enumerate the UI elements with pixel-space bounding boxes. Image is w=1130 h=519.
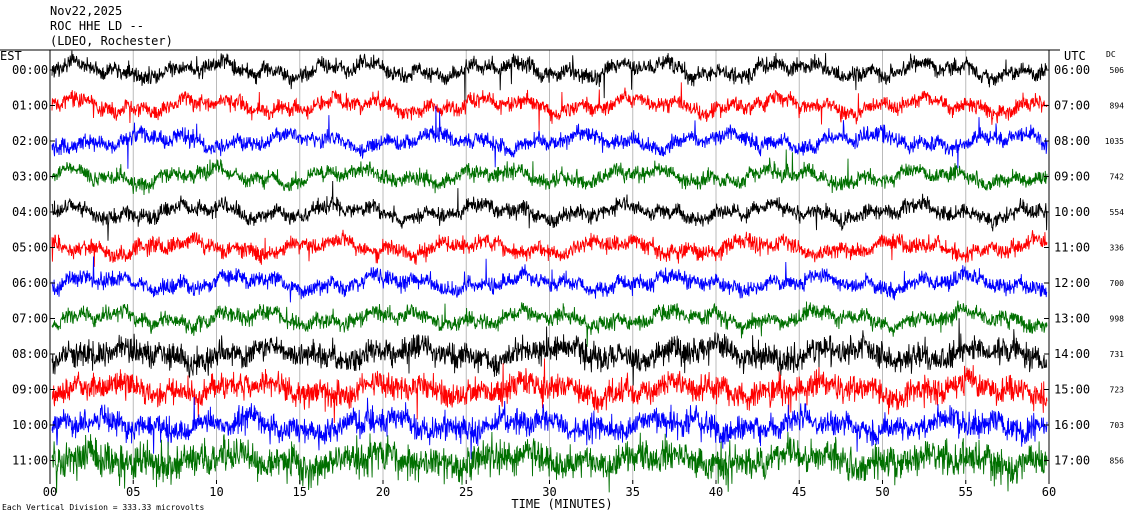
utc-hour-label: 15:00: [1054, 383, 1090, 397]
trace-line-0300: [51, 149, 1048, 196]
x-tick-label: 15: [293, 485, 307, 499]
dc-offset-label: 703: [1110, 421, 1125, 430]
x-tick-label: 30: [542, 485, 556, 499]
dc-offset-label: 731: [1110, 350, 1125, 359]
x-tick-label: 25: [459, 485, 473, 499]
utc-hour-label: 10:00: [1054, 205, 1090, 219]
dc-offset-label: 336: [1110, 244, 1125, 253]
x-tick-label: 45: [792, 485, 806, 499]
x-tick-label: 10: [209, 485, 223, 499]
trace-line-0700: [51, 300, 1048, 347]
dc-offset-label: 742: [1110, 173, 1125, 182]
dc-offset-label: 1035: [1105, 137, 1124, 146]
utc-hour-label: 08:00: [1054, 134, 1090, 148]
est-hour-label: 11:00: [12, 454, 48, 468]
est-hour-label: 03:00: [12, 170, 48, 184]
x-tick-label: 60: [1042, 485, 1056, 499]
dc-offset-label: 700: [1110, 279, 1125, 288]
scale-note: Each Vertical Division = 333.33 microvol…: [2, 503, 204, 512]
x-tick-label: 55: [959, 485, 973, 499]
plot-frame: [0, 49, 1060, 484]
x-tick-label: 35: [626, 485, 640, 499]
est-hour-label: 05:00: [12, 241, 48, 255]
trace-line-0400: [51, 180, 1048, 241]
trace-line-1100: [51, 431, 1048, 493]
seismic-traces: [51, 50, 1048, 493]
trace-line-0200: [51, 105, 1048, 169]
est-axis-title: EST: [0, 49, 22, 63]
trace-line-0900: [51, 358, 1048, 424]
est-hour-label: 07:00: [12, 312, 48, 326]
est-hour-label: 09:00: [12, 383, 48, 397]
est-hour-label: 04:00: [12, 205, 48, 219]
trace-line-0800: [51, 318, 1048, 386]
header-date: Nov22,2025: [50, 4, 123, 18]
trace-line-0100: [51, 82, 1048, 131]
dc-offset-label: 998: [1110, 315, 1125, 324]
header-station: ROC HHE LD --: [50, 19, 144, 33]
utc-hour-label: 11:00: [1054, 241, 1090, 255]
utc-hour-label: 06:00: [1054, 63, 1090, 77]
dc-offset-label: 554: [1110, 208, 1125, 217]
utc-hour-label: 16:00: [1054, 418, 1090, 432]
x-tick-label: 00: [43, 485, 57, 499]
trace-line-0000: [51, 50, 1048, 102]
utc-hour-label: 07:00: [1054, 99, 1090, 113]
utc-hour-label: 12:00: [1054, 276, 1090, 290]
utc-hour-label: 14:00: [1054, 347, 1090, 361]
dc-offset-label: 506: [1110, 66, 1125, 75]
x-tick-label: 20: [376, 485, 390, 499]
x-tick-label: 50: [875, 485, 889, 499]
dc-offset-label: 856: [1110, 457, 1125, 466]
est-hour-label: 01:00: [12, 99, 48, 113]
utc-hour-label: 09:00: [1054, 170, 1090, 184]
x-tick-label: 05: [126, 485, 140, 499]
est-hour-label: 06:00: [12, 276, 48, 290]
x-axis-title: TIME (MINUTES): [511, 497, 612, 511]
header-network: (LDEO, Rochester): [50, 34, 173, 48]
est-hour-label: 10:00: [12, 418, 48, 432]
dc-offset-label: 723: [1110, 386, 1125, 395]
est-hour-label: 00:00: [12, 63, 48, 77]
trace-line-1000: [51, 396, 1048, 460]
dc-column-title: DC: [1106, 50, 1116, 59]
est-hour-label: 02:00: [12, 134, 48, 148]
utc-hour-label: 17:00: [1054, 454, 1090, 468]
dc-offset-label: 894: [1110, 102, 1125, 111]
est-hour-label: 08:00: [12, 347, 48, 361]
trace-line-0600: [51, 256, 1048, 303]
x-tick-label: 40: [709, 485, 723, 499]
utc-axis-title: UTC: [1064, 49, 1086, 63]
trace-line-0500: [51, 229, 1048, 267]
utc-hour-label: 13:00: [1054, 312, 1090, 326]
